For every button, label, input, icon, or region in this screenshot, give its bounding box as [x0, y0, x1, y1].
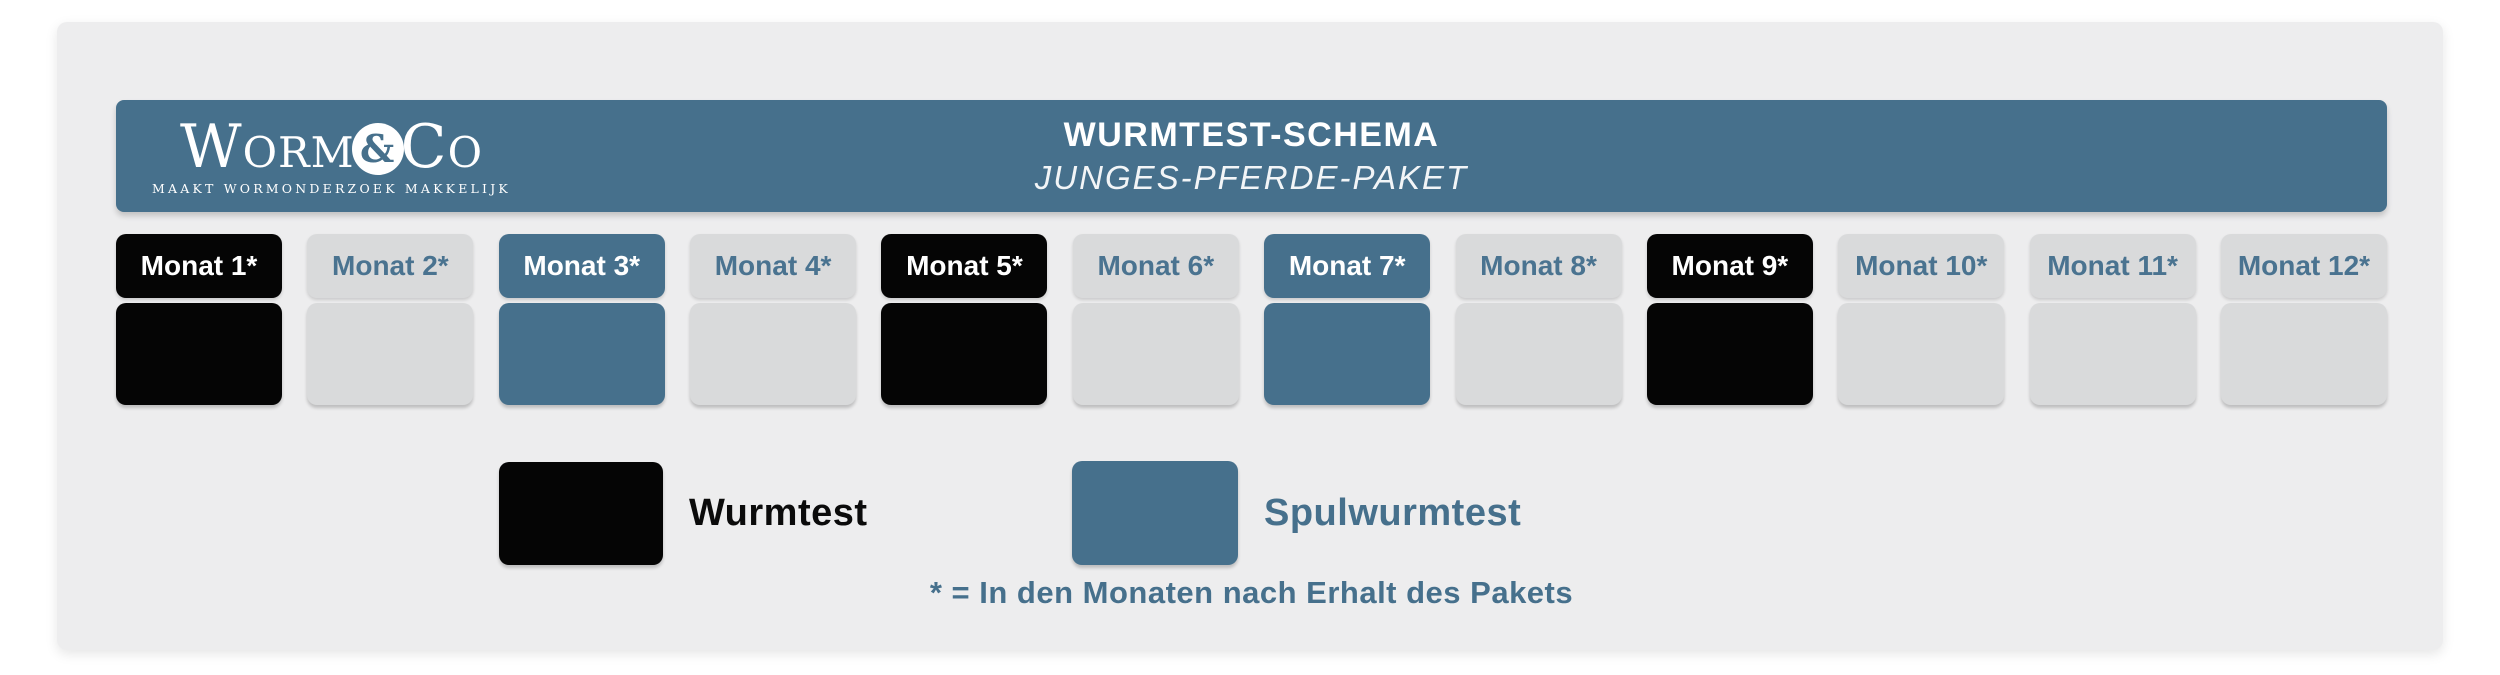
month-tile: [1455, 303, 1622, 405]
month-column: Monat 6*: [1072, 234, 1239, 405]
month-label: Monat 2*: [307, 234, 474, 298]
month-column: Monat 8*: [1455, 234, 1622, 405]
legend-item-spulwurmtest: Spulwurmtest: [1072, 461, 1521, 565]
month-column: Monat 3*: [498, 234, 665, 405]
month-label: Monat 4*: [690, 234, 857, 298]
page-title: WURMTEST-SCHEMA: [1063, 115, 1440, 154]
month-label: Monat 9*: [1646, 234, 1813, 298]
month-tile: [116, 303, 282, 405]
month-label: Monat 3*: [498, 234, 665, 298]
wormco-logo: Worm & Co MAAKT WORMONDERZOEK MAKKELIJK: [152, 100, 511, 212]
month-tile: [307, 303, 474, 405]
spulwurmtest-swatch: [1072, 461, 1238, 565]
month-label: Monat 5*: [881, 234, 1048, 298]
month-label: Monat 6*: [1072, 234, 1239, 298]
month-tile: [1838, 303, 2005, 405]
schema-card: Worm & Co MAAKT WORMONDERZOEK MAKKELIJK WU…: [57, 22, 2443, 650]
month-column: Monat 9*: [1646, 234, 1813, 405]
header-bar: Worm & Co MAAKT WORMONDERZOEK MAKKELIJK WU…: [116, 100, 2387, 212]
wormco-logo-wordmark: Worm & Co: [180, 117, 483, 177]
month-tile: [2029, 303, 2196, 405]
month-label: Monat 1*: [116, 234, 282, 298]
month-label: Monat 11*: [2029, 234, 2196, 298]
month-label: Monat 12*: [2220, 234, 2387, 298]
spulwurmtest-label: Spulwurmtest: [1264, 491, 1522, 534]
wurmtest-label: Wurmtest: [689, 492, 868, 534]
legend-item-wurmtest: Wurmtest: [499, 462, 868, 565]
month-label: Monat 7*: [1264, 234, 1431, 298]
month-column: Monat 10*: [1838, 234, 2005, 405]
month-column: Monat 11*: [2029, 234, 2196, 405]
logo-word-left: Worm: [179, 111, 355, 182]
month-column: Monat 7*: [1264, 234, 1431, 405]
logo-tagline: MAAKT WORMONDERZOEK MAKKELIJK: [152, 180, 511, 196]
month-column: Monat 4*: [690, 234, 857, 405]
month-column: Monat 12*: [2220, 234, 2387, 405]
month-tile: [1072, 303, 1239, 405]
month-tile: [1264, 303, 1431, 405]
month-column: Monat 2*: [307, 234, 474, 405]
month-column: Monat 1*: [116, 234, 282, 405]
logo-word-right: Co: [400, 111, 484, 182]
header-titles: WURMTEST-SCHEMA JUNGES-PFERDE-PAKET: [116, 100, 2387, 212]
month-label: Monat 8*: [1455, 234, 1622, 298]
page-subtitle: JUNGES-PFERDE-PAKET: [1034, 158, 1469, 196]
month-tile: [1646, 303, 1813, 405]
wurmtest-swatch: [499, 462, 663, 565]
months-row: Monat 1* Monat 2* Monat 3* Monat 4* Monat 5*…: [116, 234, 2387, 405]
month-column: Monat 5*: [881, 234, 1048, 405]
ampersand-circle-icon: &: [351, 122, 404, 175]
month-tile: [498, 303, 665, 405]
month-label: Monat 10*: [1838, 234, 2005, 298]
month-tile: [2220, 303, 2387, 405]
month-tile: [881, 303, 1048, 405]
month-tile: [690, 303, 857, 405]
ampersand-glyph: &: [360, 125, 396, 171]
footnote: * = In den Monaten nach Erhalt des Paket…: [929, 575, 1574, 610]
